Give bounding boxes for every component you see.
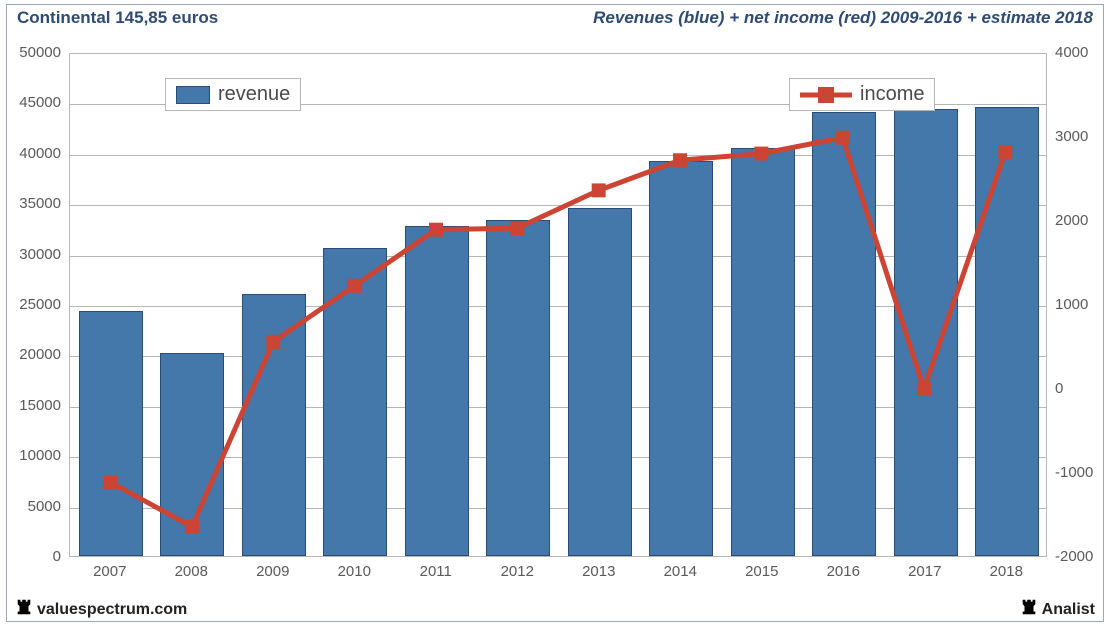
y-left-tick-label: 40000 xyxy=(7,145,61,162)
income-marker xyxy=(836,131,850,145)
y-right-tick-label: -1000 xyxy=(1055,464,1093,481)
line-series-svg xyxy=(70,54,1046,556)
plot-area xyxy=(69,53,1047,557)
y-left-tick-label: 20000 xyxy=(7,346,61,363)
y-right-tick-label: 4000 xyxy=(1055,44,1088,61)
x-tick-label: 2007 xyxy=(93,563,126,580)
footer-brand-label: Analist xyxy=(1042,601,1095,618)
income-marker xyxy=(673,153,687,167)
rook-icon xyxy=(1020,598,1038,616)
y-left-tick-label: 25000 xyxy=(7,296,61,313)
income-swatch-icon xyxy=(800,84,852,106)
y-left-tick-label: 30000 xyxy=(7,246,61,263)
chart-frame: Continental 145,85 euros Revenues (blue)… xyxy=(6,4,1104,622)
income-marker xyxy=(592,183,606,197)
y-right-tick-label: 2000 xyxy=(1055,212,1088,229)
income-marker xyxy=(266,335,280,349)
x-tick-label: 2012 xyxy=(501,563,534,580)
y-left-tick-label: 15000 xyxy=(7,397,61,414)
y-right-tick-label: 1000 xyxy=(1055,296,1088,313)
y-left-tick-label: 45000 xyxy=(7,94,61,111)
legend-revenue-label: revenue xyxy=(218,83,290,106)
footer-brand: Analist xyxy=(1020,598,1095,619)
x-tick-label: 2013 xyxy=(582,563,615,580)
income-line xyxy=(111,138,1006,527)
income-marker xyxy=(429,223,443,237)
x-tick-label: 2018 xyxy=(990,563,1023,580)
chart-footer: valuespectrum.com Analist xyxy=(7,595,1103,621)
x-tick-label: 2010 xyxy=(338,563,371,580)
footer-source-label: valuespectrum.com xyxy=(37,601,187,618)
x-tick-label: 2015 xyxy=(745,563,778,580)
y-left-tick-label: 10000 xyxy=(7,447,61,464)
rook-icon xyxy=(15,598,33,616)
y-left-tick-label: 35000 xyxy=(7,195,61,212)
y-left-tick-label: 50000 xyxy=(7,44,61,61)
income-marker xyxy=(104,475,118,489)
x-tick-label: 2016 xyxy=(827,563,860,580)
revenue-swatch-icon xyxy=(176,86,210,104)
x-tick-label: 2009 xyxy=(256,563,289,580)
income-marker xyxy=(185,520,199,534)
chart-title-right: Revenues (blue) + net income (red) 2009-… xyxy=(593,8,1093,28)
income-marker xyxy=(998,145,1012,159)
y-right-tick-label: -2000 xyxy=(1055,548,1093,565)
chart-title-left: Continental 145,85 euros xyxy=(17,8,218,28)
footer-source: valuespectrum.com xyxy=(15,598,187,619)
y-right-tick-label: 0 xyxy=(1055,380,1063,397)
y-right-tick-label: 3000 xyxy=(1055,128,1088,145)
income-marker xyxy=(510,221,524,235)
income-marker xyxy=(348,279,362,293)
x-tick-label: 2017 xyxy=(908,563,941,580)
legend-income-label: income xyxy=(860,83,924,106)
y-left-tick-label: 5000 xyxy=(7,498,61,515)
legend-revenue: revenue xyxy=(165,78,301,111)
income-marker xyxy=(917,382,931,396)
income-marker xyxy=(754,147,768,161)
x-tick-label: 2014 xyxy=(664,563,697,580)
x-tick-label: 2011 xyxy=(420,563,452,580)
legend-income: income xyxy=(789,78,935,111)
y-left-tick-label: 0 xyxy=(7,548,61,565)
x-tick-label: 2008 xyxy=(175,563,208,580)
chart-title-bar: Continental 145,85 euros Revenues (blue)… xyxy=(7,5,1103,31)
